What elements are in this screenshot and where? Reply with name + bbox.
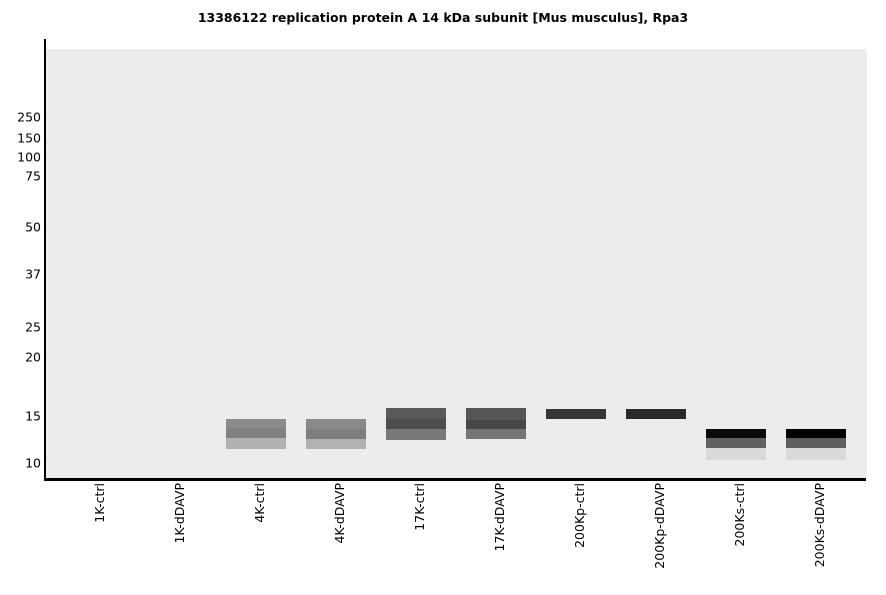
y-tick-label: 20 bbox=[25, 349, 41, 365]
band-stripe bbox=[306, 419, 366, 429]
band-stripe bbox=[466, 429, 526, 439]
band-stripe bbox=[786, 438, 846, 448]
band-stripe bbox=[306, 429, 366, 439]
band-stripe bbox=[626, 409, 686, 419]
x-axis-line bbox=[44, 478, 866, 481]
lane-label: 1K-dDAVP bbox=[172, 483, 187, 544]
band-stripe bbox=[546, 409, 606, 419]
lane-label: 4K-dDAVP bbox=[332, 483, 347, 544]
band-stripe bbox=[706, 448, 766, 460]
chart-title: 13386122 replication protein A 14 kDa su… bbox=[197, 10, 689, 25]
band-stripe bbox=[706, 429, 766, 438]
band-stripe bbox=[386, 408, 446, 419]
y-tick-label: 37 bbox=[25, 266, 41, 282]
y-tick-label: 150 bbox=[17, 130, 41, 146]
band-stripe bbox=[466, 420, 526, 429]
lane-label: 17K-dDAVP bbox=[492, 483, 507, 552]
y-axis-line bbox=[44, 39, 46, 481]
band-stripe bbox=[386, 419, 446, 429]
y-tick-label: 50 bbox=[25, 219, 41, 235]
lane-label: 17K-ctrl bbox=[412, 483, 427, 531]
band-stripe bbox=[226, 438, 286, 449]
lane-label: 200Kp-dDAVP bbox=[652, 483, 667, 569]
band-stripe bbox=[466, 408, 526, 420]
y-tick-label: 75 bbox=[25, 168, 41, 184]
y-tick-label: 25 bbox=[25, 319, 41, 335]
band-stripe bbox=[226, 419, 286, 428]
gel-area bbox=[46, 49, 867, 478]
y-tick-label: 250 bbox=[17, 109, 41, 125]
lane-label: 200Kp-ctrl bbox=[572, 483, 587, 548]
band-stripe bbox=[306, 439, 366, 449]
y-tick-label: 15 bbox=[25, 408, 41, 424]
band-stripe bbox=[786, 429, 846, 438]
lane-label: 1K-ctrl bbox=[92, 483, 107, 523]
band-stripe bbox=[226, 428, 286, 438]
band-stripe bbox=[706, 438, 766, 448]
y-tick-label: 10 bbox=[25, 455, 41, 471]
lane-label: 200Ks-ctrl bbox=[732, 483, 747, 547]
lane-label: 200Ks-dDAVP bbox=[812, 483, 827, 568]
band-stripe bbox=[386, 429, 446, 440]
band-stripe bbox=[786, 448, 846, 460]
lane-label: 4K-ctrl bbox=[252, 483, 267, 523]
y-tick-label: 100 bbox=[17, 149, 41, 165]
